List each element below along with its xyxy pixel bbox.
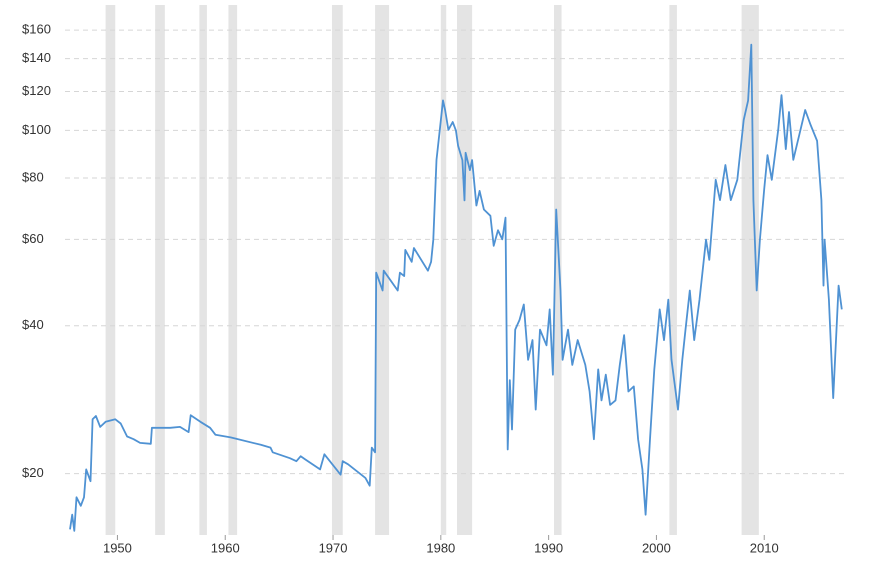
- x-tick-label: 2010: [750, 540, 779, 555]
- recession-band: [105, 5, 116, 535]
- recession-band: [375, 5, 390, 535]
- y-tick-label: $160: [22, 22, 51, 37]
- x-tick-label: 1980: [426, 540, 455, 555]
- recession-band: [554, 5, 562, 535]
- y-tick-label: $120: [22, 83, 51, 98]
- y-tick-label: $60: [22, 231, 44, 246]
- recession-band: [669, 5, 677, 535]
- recession-band: [199, 5, 207, 535]
- y-tick-label: $40: [22, 317, 44, 332]
- recession-band: [331, 5, 343, 535]
- y-tick-label: $20: [22, 465, 44, 480]
- y-tick-label: $140: [22, 50, 51, 65]
- recession-band: [440, 5, 447, 535]
- recession-band: [741, 5, 759, 535]
- x-tick-label: 1990: [534, 540, 563, 555]
- recession-band: [155, 5, 165, 535]
- y-tick-label: $80: [22, 169, 44, 184]
- recession-band: [228, 5, 238, 535]
- recession-band: [457, 5, 473, 535]
- x-tick-label: 1950: [103, 540, 132, 555]
- x-tick-label: 1970: [319, 540, 348, 555]
- y-tick-label: $100: [22, 122, 51, 137]
- price-line: [69, 43, 843, 532]
- x-tick-label: 1960: [211, 540, 240, 555]
- x-tick-label: 2000: [642, 540, 671, 555]
